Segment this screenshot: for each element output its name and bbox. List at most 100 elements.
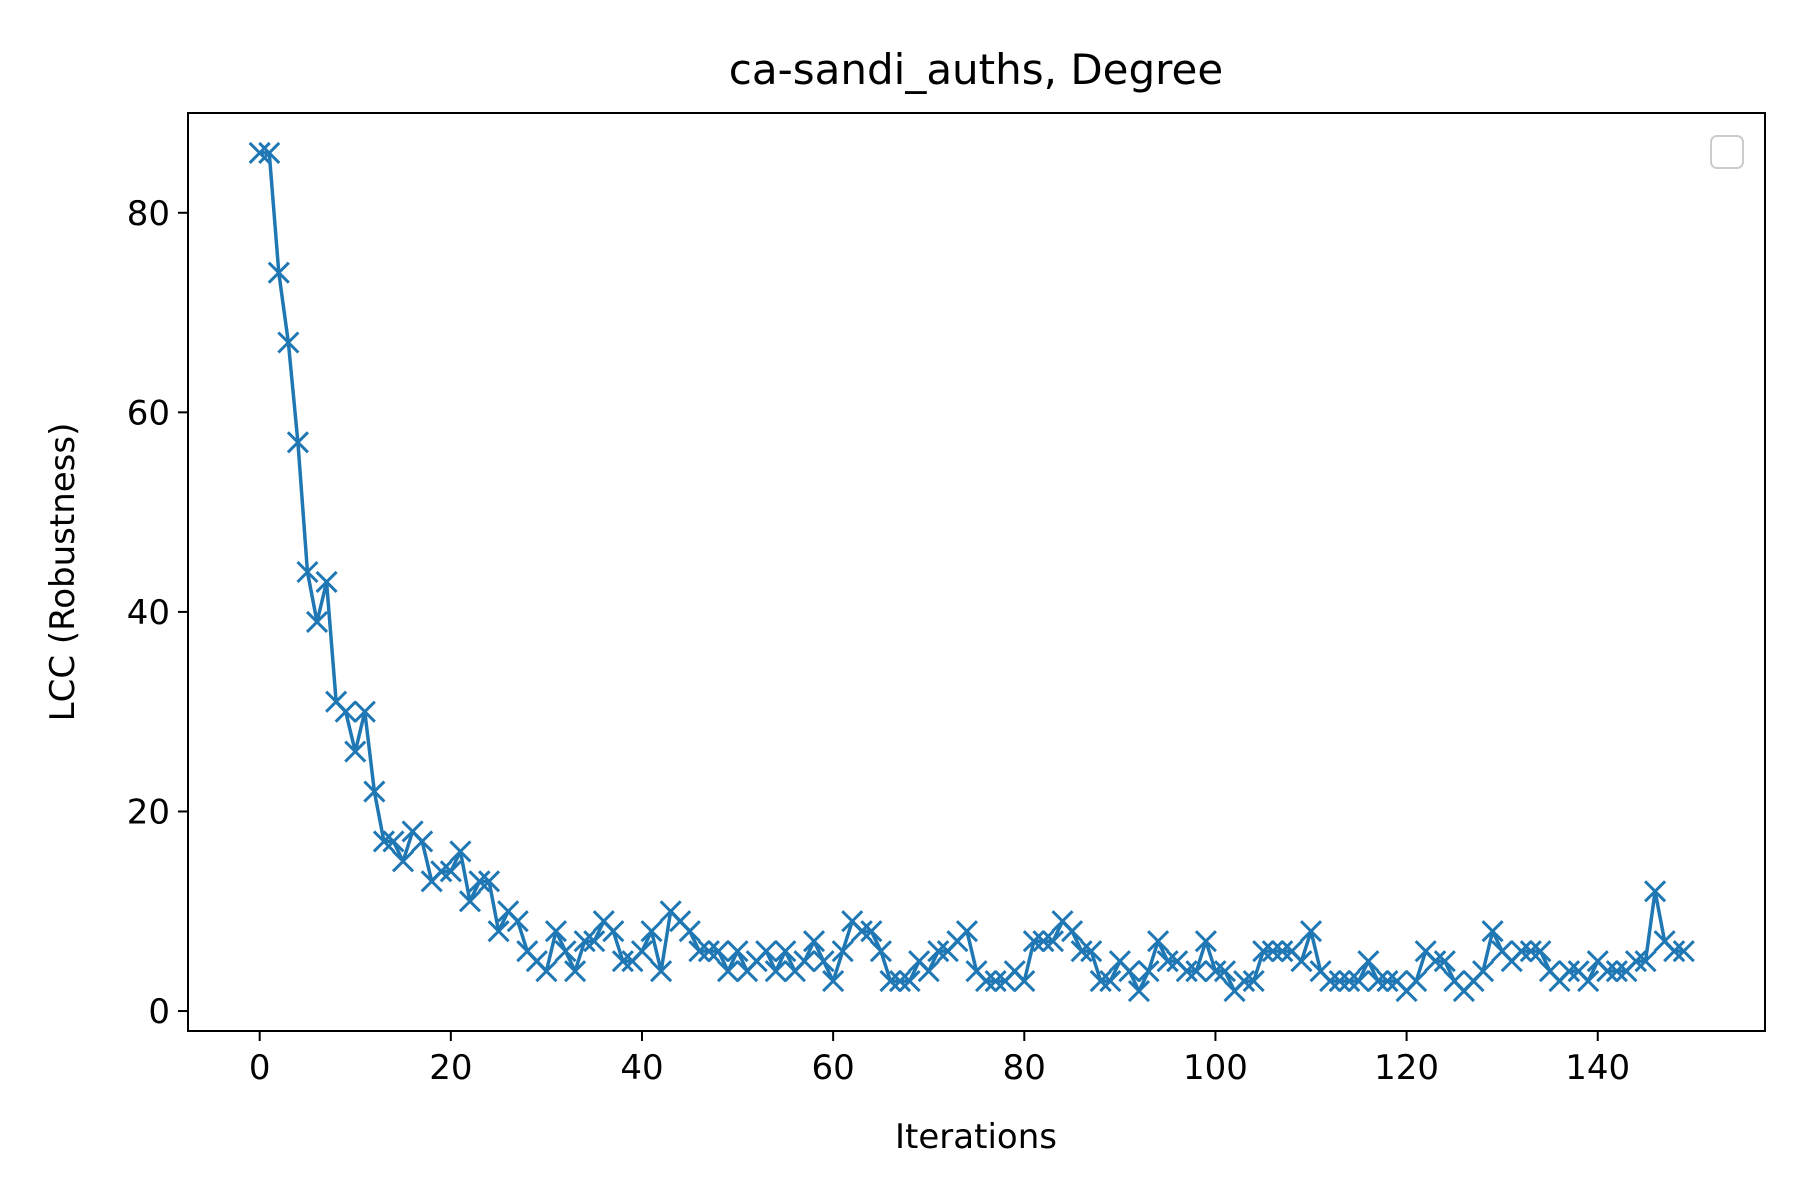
data-point-marker [917, 960, 940, 983]
data-point-marker [1175, 960, 1198, 983]
x-tick-label: 120 [1374, 1048, 1439, 1088]
data-point-marker [764, 960, 787, 983]
data-point-marker [611, 950, 634, 973]
data-point-marker [802, 930, 826, 953]
data-point-marker [869, 940, 892, 963]
data-point-marker [1204, 960, 1227, 983]
data-point-marker [382, 830, 405, 853]
data-point-marker [888, 970, 912, 993]
data-point-marker [1672, 940, 1695, 963]
data-point-marker [1529, 940, 1552, 963]
data-point-marker [774, 940, 797, 963]
data-point-marker [1481, 920, 1504, 943]
data-point-marker [1624, 950, 1648, 973]
data-point-marker [1605, 960, 1628, 983]
data-point-marker [1577, 970, 1600, 993]
data-point-marker [707, 940, 730, 963]
data-point-marker [1663, 940, 1686, 963]
data-point-marker [573, 930, 596, 953]
data-point-marker [439, 860, 462, 883]
data-point-marker [1127, 980, 1151, 1003]
data-point-marker [640, 920, 663, 943]
data-point-marker [1596, 960, 1619, 983]
x-axis-ticks: 0 20 40 60 80 100 120 140 [249, 1031, 1630, 1088]
data-point-marker [1634, 950, 1657, 973]
data-point-marker [277, 331, 300, 354]
chart-title: ca-sandi_auths, Degree [729, 45, 1223, 94]
data-point-marker [1061, 920, 1084, 943]
data-point-marker [1080, 940, 1103, 963]
data-point-marker [344, 740, 367, 763]
data-point-marker [305, 610, 329, 633]
data-point-marker [267, 261, 290, 284]
data-point-marker [630, 940, 654, 963]
data-point-marker [1156, 950, 1179, 973]
y-tick-label: 0 [148, 992, 170, 1032]
data-point-marker [1118, 960, 1141, 983]
data-point-marker [458, 890, 482, 913]
data-point-marker [1471, 960, 1495, 983]
data-point-marker [1022, 930, 1045, 953]
data-point-marker [1041, 930, 1065, 953]
data-point-marker [1644, 880, 1667, 903]
data-point-marker [535, 960, 558, 983]
x-axis-label: Iterations [895, 1117, 1057, 1157]
x-tick-label: 40 [620, 1048, 663, 1088]
data-point-marker [1290, 950, 1313, 973]
data-point-marker [449, 840, 472, 863]
data-point-marker [860, 920, 883, 943]
data-point-marker [1252, 940, 1275, 963]
x-tick-label: 20 [429, 1048, 472, 1088]
data-point-marker [927, 940, 950, 963]
data-point-marker [650, 960, 673, 983]
data-point-marker [1405, 970, 1428, 993]
data-point-marker [1089, 970, 1112, 993]
data-point-marker [1558, 960, 1581, 983]
data-point-marker [478, 870, 501, 893]
data-point-marker [755, 940, 778, 963]
data-point-marker [363, 780, 386, 803]
data-point-marker [678, 920, 701, 943]
data-point-marker [411, 830, 434, 853]
data-point-marker [1347, 970, 1370, 993]
data-point-marker [1185, 960, 1208, 983]
y-tick-label: 80 [127, 194, 170, 234]
data-point-marker [974, 970, 998, 993]
y-axis-ticks: 0 20 40 60 80 [127, 194, 188, 1032]
data-point-marker [1233, 970, 1256, 993]
data-point-marker [1328, 970, 1351, 993]
data-point-marker [1261, 940, 1284, 963]
data-point-marker [286, 431, 309, 454]
data-point-marker [315, 570, 338, 594]
data-point-marker [955, 920, 979, 943]
data-point-marker [898, 970, 921, 993]
plot-frame [187, 112, 1766, 1032]
data-point-marker [1299, 920, 1323, 943]
data-point-marker [1099, 970, 1122, 993]
data-point-marker [822, 970, 845, 993]
data-point-marker [1147, 930, 1170, 953]
plot-area [248, 141, 1695, 1003]
data-point-marker [468, 870, 491, 893]
data-point-marker [1366, 970, 1389, 993]
data-point-marker [554, 940, 577, 963]
data-point-marker [1032, 930, 1055, 953]
data-point-marker [1424, 950, 1447, 973]
data-point-marker [879, 970, 902, 993]
data-point-marker [296, 560, 319, 584]
legend-box [1710, 135, 1744, 169]
data-point-marker [353, 700, 376, 723]
data-point-marker [1271, 940, 1294, 963]
y-tick-label: 40 [127, 593, 170, 633]
data-point-marker [726, 940, 749, 963]
data-point-marker [430, 860, 453, 883]
y-tick-label: 60 [127, 393, 170, 433]
data-point-marker [487, 920, 510, 943]
data-point-marker [583, 930, 606, 953]
data-point-marker [1137, 960, 1160, 983]
data-point-marker [372, 830, 395, 853]
x-tick-label: 140 [1565, 1048, 1630, 1088]
data-point-marker [1510, 940, 1533, 963]
data-point-marker [1338, 970, 1361, 993]
